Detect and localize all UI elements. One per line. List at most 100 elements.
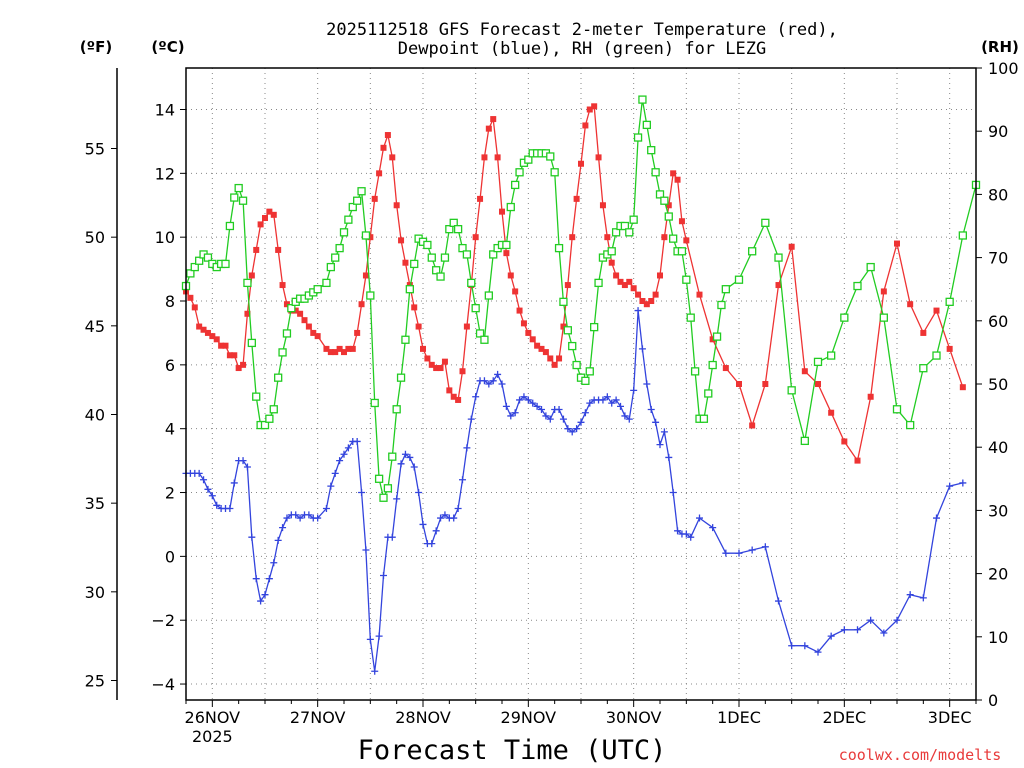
- temperature-point: [635, 291, 642, 298]
- dewpoint-point: [410, 463, 418, 471]
- dewpoint-point: [748, 546, 756, 554]
- rh-tick-label: 90: [988, 122, 1008, 141]
- temperature-point: [617, 278, 624, 285]
- c-tick-label: 4: [165, 420, 175, 439]
- rh-point: [383, 484, 393, 493]
- temperature-line: [185, 105, 964, 463]
- dewpoint-point: [467, 415, 475, 423]
- rh-point: [252, 392, 261, 401]
- temperature-point: [503, 250, 510, 257]
- temperature-point: [305, 323, 312, 330]
- fahrenheit-unit-label: (ºF): [80, 38, 112, 56]
- dewpoint-point: [946, 482, 954, 490]
- rh-point: [515, 168, 524, 177]
- dewpoint-point: [261, 591, 269, 599]
- temperature-point: [678, 218, 685, 225]
- rh-point: [331, 253, 340, 262]
- rh-point: [761, 218, 770, 227]
- rh-point: [572, 360, 581, 370]
- rh-point: [563, 326, 572, 335]
- rh-point: [282, 329, 292, 338]
- temperature-point: [213, 336, 220, 343]
- rh-point: [502, 240, 511, 250]
- temperature-point: [674, 176, 681, 183]
- temperature-point: [499, 208, 505, 215]
- rh-point: [879, 313, 888, 322]
- rh-point: [190, 262, 199, 272]
- dewpoint-point: [195, 469, 203, 477]
- temperature-point: [933, 307, 940, 314]
- dewpoint-point: [362, 546, 370, 554]
- rh-point: [423, 240, 432, 250]
- rh-point: [471, 304, 480, 313]
- dewpoint-point: [305, 511, 313, 519]
- rh-point: [511, 180, 520, 190]
- temperature-point: [226, 352, 233, 359]
- rh-point: [449, 218, 458, 227]
- dewpoint-point: [380, 572, 387, 580]
- f-tick-label: 50: [85, 228, 105, 247]
- temperature-point: [762, 381, 769, 387]
- dewpoint-point: [959, 479, 967, 487]
- rh-point: [638, 95, 647, 104]
- temperature-point: [894, 240, 900, 247]
- temperature-point: [643, 301, 650, 308]
- rh-point: [712, 332, 722, 341]
- rh-point: [278, 348, 287, 357]
- dewpoint-point: [406, 453, 414, 461]
- dewpoint-point: [279, 524, 287, 532]
- temperature-point: [248, 272, 255, 279]
- dewpoint-point: [801, 642, 809, 650]
- f-tick-label: 30: [85, 583, 105, 602]
- rh-point: [475, 329, 485, 338]
- dewpoint-point: [555, 406, 563, 414]
- rh-unit-label: (RH): [981, 38, 1019, 56]
- dewpoint-point: [669, 489, 677, 497]
- dewpoint-point: [248, 533, 256, 541]
- dewpoint-point: [393, 495, 401, 503]
- dewpoint-point: [625, 415, 633, 423]
- temperature-point: [854, 457, 861, 464]
- temperature-point: [586, 106, 593, 113]
- temperature-point: [485, 125, 492, 132]
- temperature-point: [196, 323, 203, 330]
- dewpoint-point: [511, 409, 519, 417]
- temperature-point: [529, 336, 536, 343]
- dewpoint-point: [498, 380, 506, 388]
- dewpoint-point: [459, 476, 466, 484]
- rh-point: [374, 474, 384, 483]
- rh-point: [774, 253, 783, 262]
- rh-point: [686, 313, 695, 322]
- dewpoint-point: [559, 415, 567, 423]
- dewpoint-point: [906, 591, 914, 599]
- dewpoint-point: [331, 469, 339, 477]
- temperature-point: [279, 282, 286, 289]
- rh-point: [392, 405, 401, 414]
- temperature-point: [270, 211, 277, 218]
- temperature-point: [547, 355, 554, 362]
- temperature-point: [477, 195, 484, 202]
- temperature-point: [240, 361, 247, 368]
- dewpoint-point: [538, 406, 545, 414]
- temperature-point: [564, 282, 571, 289]
- rh-point: [361, 231, 371, 240]
- dewpoint-point: [226, 504, 234, 512]
- temperature-point: [722, 365, 729, 372]
- temperature-point: [534, 342, 541, 349]
- rh-point: [195, 256, 204, 265]
- dewpoint-point: [854, 626, 861, 634]
- dewpoint-point: [270, 559, 278, 567]
- rh-point: [370, 398, 379, 408]
- rh-point: [568, 341, 577, 351]
- f-tick-label: 25: [85, 671, 105, 690]
- dewpoint-point: [933, 514, 940, 522]
- dewpoint-point: [788, 642, 796, 650]
- axes-layer: −4 −2 0 2 4 6 8 10 12 14 25 30 35 40 45 50 55 0 10 20 30 40 50…: [85, 59, 1019, 746]
- rh-tick-label: 70: [988, 249, 1008, 268]
- temperature-point: [599, 202, 606, 209]
- rh-point: [396, 373, 406, 382]
- dewpoint-point: [239, 457, 247, 465]
- temperature-point: [257, 221, 264, 228]
- dewpoint-point: [441, 511, 449, 519]
